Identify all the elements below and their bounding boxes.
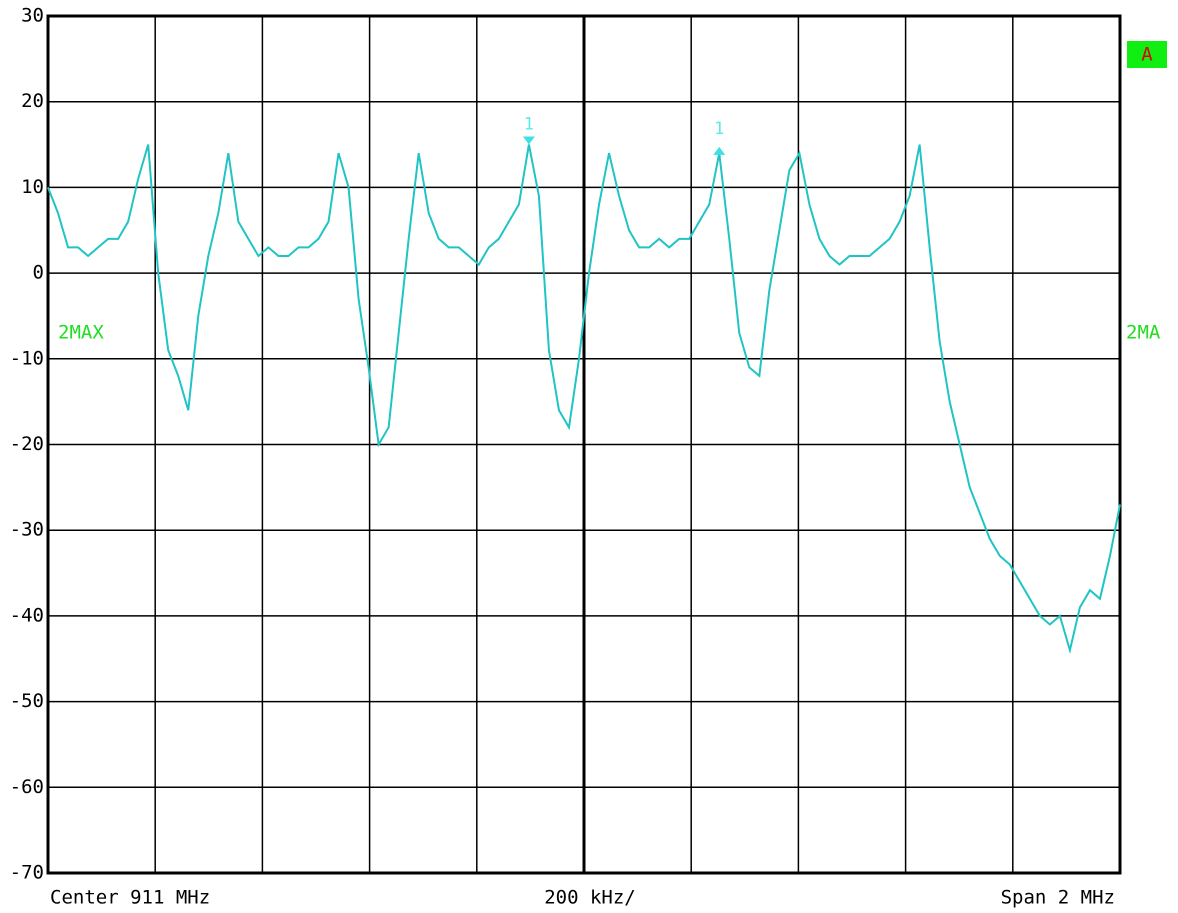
marker-label: 1 [524,115,534,135]
y-tick-label: -60 [10,776,44,798]
trace-label: 2MA [1126,322,1161,344]
y-tick-label: 0 [33,262,44,284]
trace [47,144,1121,655]
span-label: Span 2 MHz [1001,887,1115,909]
marker [522,136,535,145]
center-label: Center 911 MHz [50,887,210,909]
y-tick-label: 20 [21,90,44,112]
y-tick-label: -20 [10,433,44,455]
marker [713,146,726,155]
y-tick-label: -50 [10,690,44,712]
y-tick-label: -30 [10,519,44,541]
trace-flag-box [1127,41,1167,68]
y-tick-label: -40 [10,604,44,626]
trace-flag: A [1141,44,1153,66]
y-tick-label: 30 [21,5,44,27]
marker-label: 1 [714,119,724,139]
span-per-div: 200 kHz/ [544,887,636,909]
y-tick-label: -70 [10,862,44,884]
plot-frame [46,14,1122,875]
y-tick-label: 10 [21,176,44,198]
y-tick-label: -10 [10,347,44,369]
trace-label: 2MAX [58,322,104,344]
